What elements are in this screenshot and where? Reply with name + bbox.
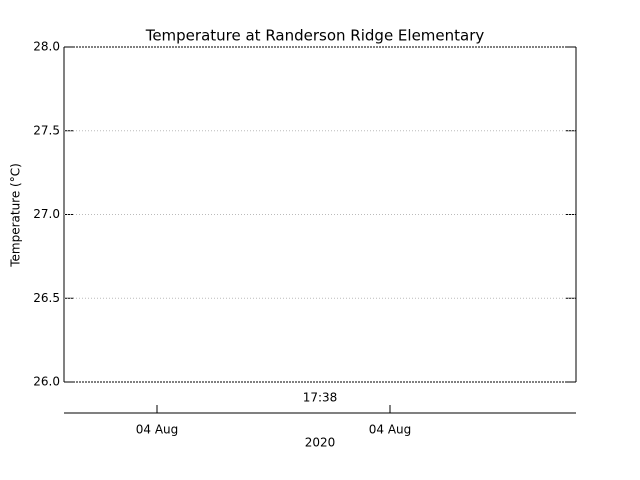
time-label: 17:38 — [303, 391, 338, 405]
y-tick-label: 28.0 — [33, 40, 60, 54]
y-axis-label: Temperature (°C) — [9, 163, 23, 268]
chart-title: Temperature at Randerson Ridge Elementar… — [145, 27, 485, 45]
y-tick-label: 27.0 — [33, 207, 60, 221]
y-tick-label: 26.0 — [33, 375, 60, 389]
year-label: 2020 — [305, 436, 336, 450]
y-tick-label: 27.5 — [33, 123, 60, 137]
date-tick-label: 04 Aug — [369, 423, 412, 437]
date-tick-label: 04 Aug — [136, 423, 179, 437]
y-tick-label: 26.5 — [33, 291, 60, 305]
